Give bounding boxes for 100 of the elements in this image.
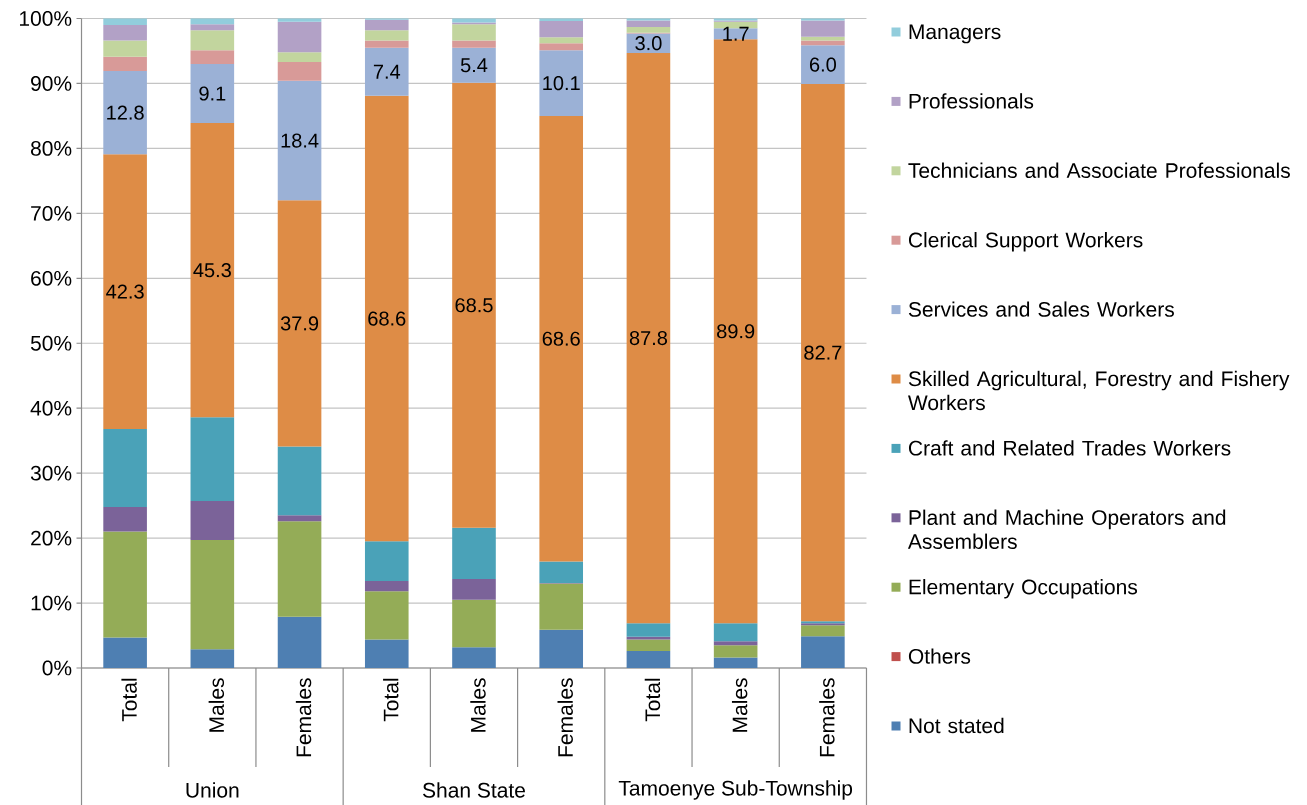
bar — [190, 18, 235, 25]
bar — [539, 50, 584, 116]
y-tick-label: 10% — [31, 595, 72, 611]
data-label: 7.4 — [373, 64, 401, 79]
data-label: 1.7 — [723, 26, 749, 41]
bar — [801, 625, 845, 637]
bar — [539, 561, 584, 583]
bar — [103, 428, 147, 507]
data-label: 42.3 — [106, 284, 144, 299]
bar — [103, 637, 147, 669]
bar — [277, 200, 322, 447]
x-tick-label: Females — [295, 678, 312, 757]
bar — [364, 639, 409, 669]
data-label: 5.4 — [460, 58, 488, 73]
bar — [190, 417, 235, 502]
bar — [713, 39, 758, 624]
data-label: 87.8 — [629, 330, 668, 346]
data-label: 89.9 — [717, 324, 755, 339]
bar — [190, 24, 235, 31]
bar — [277, 80, 322, 201]
bar — [626, 651, 671, 669]
legend-label: Skilled Agricultural, Forestry and Fishery Workers — [908, 370, 1290, 411]
legend-label: Clerical Support Workers — [908, 231, 1143, 252]
y-tick-label: 0% — [42, 660, 72, 676]
bar — [452, 47, 496, 83]
bar — [626, 639, 671, 652]
y-tick-label: 90% — [31, 76, 72, 91]
y-tick-label: 100% — [19, 11, 72, 26]
bar — [277, 18, 322, 22]
legend-label: Managers — [909, 24, 1001, 44]
y-tick-label: 40% — [30, 400, 72, 416]
bar — [539, 37, 584, 44]
data-label: 37.9 — [280, 316, 319, 331]
bar — [277, 515, 322, 522]
data-label: 12.8 — [107, 105, 144, 120]
text: Union — [186, 782, 239, 798]
bar — [277, 616, 322, 669]
bar — [277, 52, 322, 63]
bar — [190, 50, 235, 64]
bar — [801, 636, 845, 669]
bar — [539, 43, 584, 51]
bar — [190, 649, 235, 669]
bar — [713, 641, 758, 646]
bar — [190, 501, 235, 541]
data-label: 6.0 — [809, 57, 836, 72]
y-tick-label: 20% — [31, 530, 72, 546]
bar — [190, 63, 235, 124]
x-tick-label: Males — [470, 678, 486, 732]
data-label: 18.4 — [281, 133, 319, 148]
bar — [452, 24, 496, 41]
bar — [713, 645, 758, 658]
bar — [539, 21, 584, 38]
bar — [801, 84, 845, 622]
legend-label: Craft and Related Trades Workers — [908, 440, 1231, 456]
bar — [103, 71, 147, 155]
bar — [277, 446, 322, 516]
text: Shan State — [422, 782, 525, 798]
bar — [364, 95, 409, 542]
bar — [713, 623, 758, 642]
bar — [277, 521, 322, 617]
legend-label: Technicians and Associate Professionals — [908, 162, 1290, 179]
data-label: 3.0 — [635, 36, 662, 51]
bar — [626, 26, 671, 33]
bar — [364, 40, 409, 48]
bar — [277, 62, 322, 81]
y-tick-label: 30% — [30, 465, 72, 481]
bar — [364, 19, 409, 31]
bar — [713, 657, 758, 669]
bar — [364, 30, 409, 41]
bar — [452, 18, 496, 23]
bar — [626, 623, 671, 637]
bar — [452, 647, 496, 669]
bar — [452, 527, 496, 580]
bar — [452, 82, 496, 528]
bar — [626, 52, 671, 624]
legend-label: Elementary Occupations — [909, 578, 1138, 599]
x-tick-label: Total — [121, 678, 137, 722]
data-label: 10.1 — [543, 76, 580, 91]
y-tick-label: 60% — [31, 270, 72, 286]
x-tick-label: Total — [383, 678, 399, 722]
bar — [452, 599, 496, 648]
bar — [364, 541, 409, 581]
bar — [626, 20, 671, 27]
bar — [103, 531, 147, 638]
bar — [190, 123, 235, 418]
y-tick-label: 50% — [30, 335, 72, 351]
data-label: 68.6 — [368, 311, 406, 326]
data-label: 68.6 — [542, 331, 580, 346]
bar — [103, 506, 147, 532]
data-label: 82.7 — [804, 345, 842, 360]
y-tick-label: 70% — [31, 205, 72, 221]
bar — [364, 47, 409, 96]
x-tick-label: Males — [731, 678, 748, 732]
x-tick-label: Males — [208, 678, 225, 732]
bar — [801, 20, 845, 37]
data-label: 45.3 — [193, 263, 231, 278]
bar — [539, 115, 584, 562]
bar — [801, 45, 845, 85]
legend-label: Not stated — [909, 717, 1004, 734]
x-tick-label: Total — [644, 678, 661, 722]
